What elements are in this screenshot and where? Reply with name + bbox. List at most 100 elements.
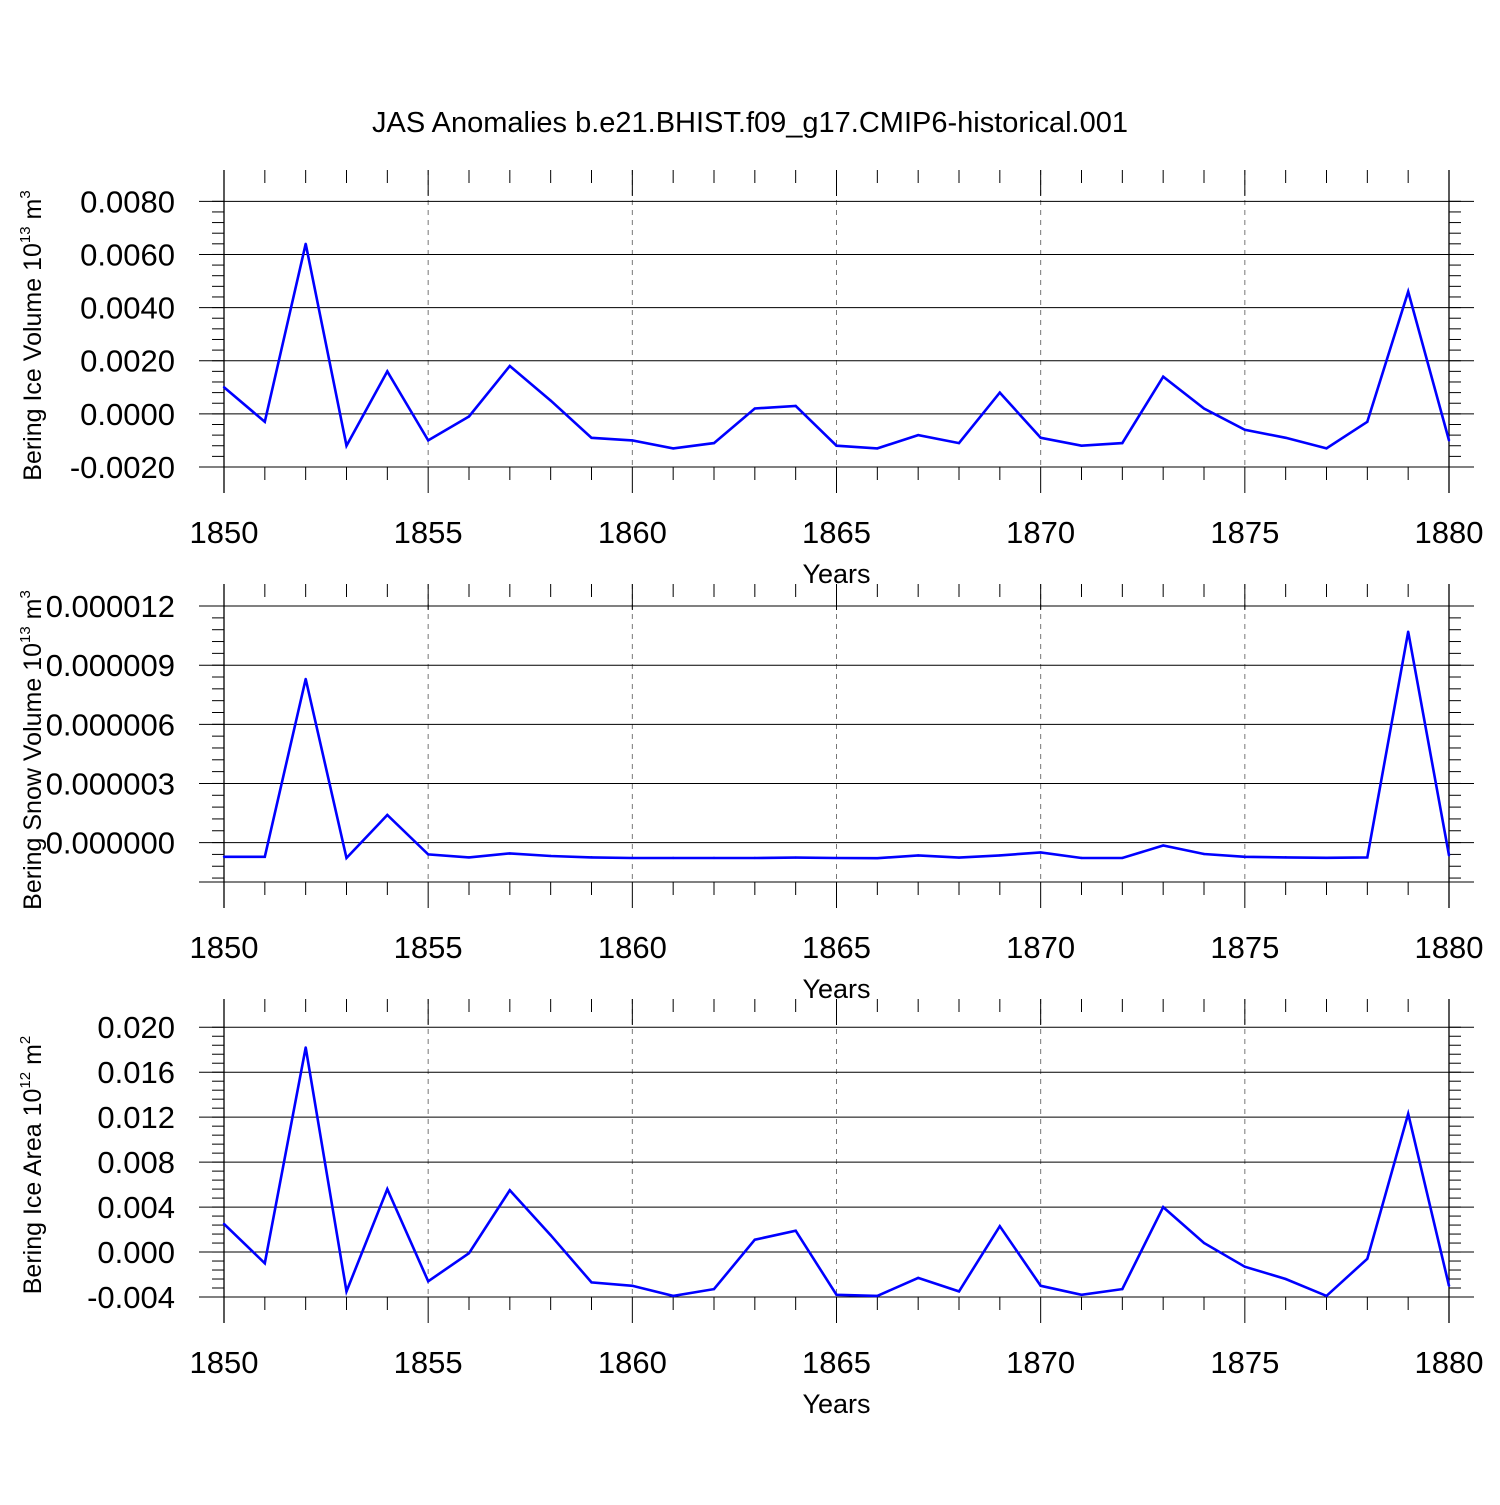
y-tick-label: 0.000 [97,1235,175,1270]
x-tick-label: 1850 [190,1345,259,1380]
x-tick-label: 1855 [394,515,463,550]
x-tick-label: 1865 [802,930,871,965]
data-point [835,856,838,860]
x-tick-label: 1860 [598,930,667,965]
y-tick-label: 0.000009 [46,648,175,683]
data-point [1202,1241,1206,1245]
data-point [263,1262,267,1265]
data-point [835,1293,838,1296]
data-point [1406,630,1410,633]
data-point [1080,1293,1083,1296]
x-tick-label: 1875 [1210,1345,1279,1380]
data-point [794,404,797,408]
data-point [549,1233,552,1237]
data-point [1366,856,1369,859]
data-point [304,242,307,246]
y-tick-label: -0.0020 [70,450,175,485]
y-tick-label: 0.0020 [80,344,175,379]
data-point [590,1281,593,1284]
data-point [794,856,797,859]
data-point [876,856,879,860]
data-point [263,420,267,424]
data-point [345,444,348,447]
data-point [753,856,757,860]
data-point [549,854,552,858]
x-tick-label: 1855 [394,1345,463,1380]
chart-title: JAS Anomalies b.e21.BHIST.f09_g17.CMIP6-… [372,107,1128,139]
data-point [631,439,634,442]
data-point [1406,1112,1410,1115]
y-tick-label: 0.000006 [46,707,175,742]
data-point [508,364,512,368]
data-point [631,1284,634,1287]
y-tick-label: 0.0000 [80,397,175,432]
y-axis-label: Bering Ice Volume 1013 m3 [17,190,47,480]
data-point [671,447,675,450]
data-point [998,391,1002,394]
data-point [957,441,961,445]
y-tick-label: 0.0040 [80,291,175,326]
data-point [426,853,430,856]
data-point [1039,436,1042,439]
data-point [263,855,267,858]
data-point [222,386,226,389]
data-point [1447,439,1451,442]
data-point [467,856,471,859]
x-tick-label: 1850 [190,930,259,965]
data-point [957,1290,961,1293]
y-tick-label: 0.0080 [80,184,175,219]
data-point [753,1238,757,1241]
data-point [876,1294,879,1298]
data-point [590,436,593,439]
data-point [876,447,879,450]
x-tick-label: 1850 [190,515,259,550]
panel-ice-area: -0.004 0.000 0.004 0.008 0.012 0.016 0.020 1850… [17,999,1483,1419]
data-point [426,1280,430,1283]
y-tick-label: 0.020 [97,1010,175,1045]
x-tick-label: 1880 [1415,930,1484,965]
data-point [1121,1287,1124,1291]
data-point [712,441,716,445]
data-point [1243,855,1247,858]
data-point [1325,447,1328,450]
data-point [222,1222,226,1226]
y-tick-label: -0.004 [87,1280,175,1315]
data-point [1366,1257,1369,1260]
data-point [345,1290,348,1293]
x-tick-label: 1870 [1006,515,1075,550]
x-tick-label: 1865 [802,1345,871,1380]
data-point [1039,851,1042,854]
data-point [1121,441,1124,445]
data-point [1447,854,1451,857]
data-point [1161,375,1165,378]
data-point [753,407,757,410]
y-tick-label: 0.016 [97,1055,175,1090]
y-tick-label: 0.0060 [80,237,175,272]
data-point [712,856,716,860]
x-tick-label: 1870 [1006,930,1075,965]
data-point [386,1187,389,1191]
data-point [1243,1265,1247,1268]
data-point [671,856,675,860]
y-tick-label: 0.008 [97,1145,175,1180]
x-axis-label: Years [802,1389,870,1419]
data-point [794,1229,797,1232]
data-point [916,433,920,437]
data-point [631,856,634,860]
x-tick-label: 1875 [1210,515,1279,550]
data-point [1284,1277,1287,1281]
y-axis-label: Bering Ice Area 1012 m2 [17,1036,47,1295]
x-tick-label: 1880 [1415,1345,1484,1380]
data-point [508,852,512,855]
y-tick-label: 0.000012 [46,589,175,624]
y-axis-label: Bering Snow Volume 1013 m3 [17,590,47,910]
panel-ice-volume: -0.0020 0.0000 0.0020 0.0040 0.0060 0.0080 185… [17,170,1483,589]
data-point [1039,1284,1042,1287]
data-point [508,1189,512,1192]
data-point [1202,407,1206,410]
data-point [426,439,430,442]
data-point [1325,1294,1328,1298]
data-point [386,813,389,817]
data-point [1284,856,1287,859]
